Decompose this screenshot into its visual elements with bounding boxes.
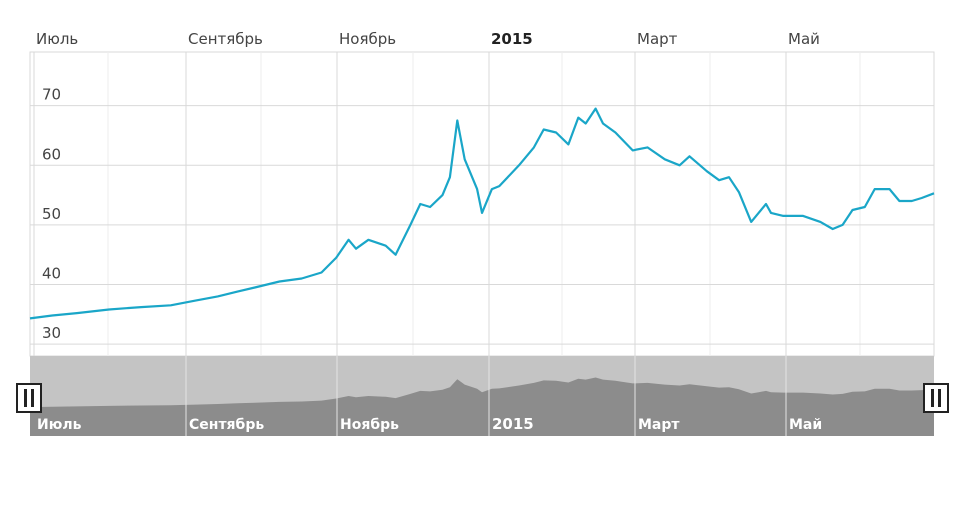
navigator-grid: [185, 356, 787, 436]
navigator-x-label: Июль: [37, 417, 82, 433]
navigator-x-label: Май: [789, 417, 822, 433]
month-labels: Июль Сентябрь Ноябрь 2015 Март Май: [36, 30, 820, 48]
x-tick-label: Март: [637, 30, 678, 48]
navigator-x-label: Ноябрь: [340, 417, 399, 433]
left-handle-box[interactable]: [16, 383, 42, 413]
plot-area: 30 40 50 60 70: [29, 51, 935, 357]
y-tick-label: 60: [42, 145, 61, 163]
y-tick-label: 70: [42, 86, 61, 104]
right-handle-grip: [931, 389, 934, 407]
y-tick-label: 40: [42, 264, 61, 282]
y-axis-labels: 30 40 50 60 70: [42, 86, 61, 342]
right-range-handle[interactable]: [923, 383, 949, 413]
navigator-x-label: 2015: [492, 415, 534, 433]
right-handle-grip: [938, 389, 941, 407]
plot-frame: [29, 51, 935, 357]
right-handle-box[interactable]: [923, 383, 949, 413]
left-handle-grip: [24, 389, 27, 407]
range-navigator[interactable]: Июль Сентябрь Ноябрь 2015 Март Май: [30, 356, 934, 436]
y-tick-label: 30: [42, 324, 61, 342]
grid-lines: [30, 52, 934, 356]
y-tick-label: 50: [42, 205, 61, 223]
left-range-handle[interactable]: [16, 383, 42, 413]
x-tick-label: Июль: [36, 30, 78, 48]
x-tick-label: 2015: [491, 30, 533, 48]
navigator-x-label: Март: [638, 417, 680, 433]
x-tick-label: Май: [788, 30, 820, 48]
navigator-area: [30, 377, 934, 436]
navigator-x-label: Сентябрь: [189, 417, 264, 433]
navigator-labels: Июль Сентябрь Ноябрь 2015 Март Май: [37, 415, 822, 433]
x-tick-label: Сентябрь: [188, 30, 263, 48]
left-handle-grip: [31, 389, 34, 407]
series-line: [29, 107, 935, 320]
x-tick-label: Ноябрь: [339, 30, 396, 48]
